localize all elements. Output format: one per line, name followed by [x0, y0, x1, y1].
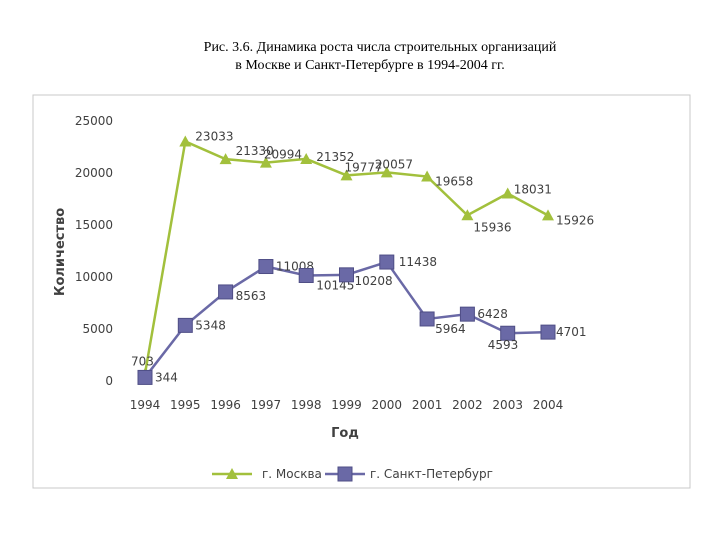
data-point [219, 153, 232, 165]
x-tick-label: 2001 [412, 398, 443, 412]
y-tick-label: 20000 [75, 166, 113, 180]
data-point [540, 324, 556, 340]
data-label: 18031 [514, 182, 552, 196]
data-point [501, 187, 514, 199]
legend-marker [337, 466, 353, 482]
data-label: 23033 [195, 129, 233, 143]
data-label: 4593 [488, 338, 519, 352]
legend-label: г. Санкт-Петербург [370, 467, 493, 481]
data-point [340, 169, 353, 181]
x-tick-label: 1997 [251, 398, 282, 412]
x-tick-label: 1995 [170, 398, 201, 412]
data-point [419, 311, 435, 327]
data-label: 703 [131, 355, 154, 369]
chart-title: в Москве и Санкт-Петербурге в 1994-2004 … [235, 58, 504, 73]
data-label: 20994 [264, 148, 302, 162]
y-tick-label: 10000 [75, 270, 113, 284]
data-label: 8563 [236, 289, 267, 303]
y-tick-label: 5000 [82, 322, 113, 336]
data-point [177, 317, 193, 333]
x-tick-label: 1998 [291, 398, 322, 412]
data-label: 11438 [399, 255, 437, 269]
data-label: 4701 [556, 325, 587, 339]
chart-frame [32, 94, 691, 489]
data-label: 344 [155, 370, 178, 384]
data-point [259, 156, 272, 168]
data-point [300, 152, 313, 164]
x-tick-label: 2003 [492, 398, 523, 412]
data-point [380, 166, 393, 178]
y-axis-label: Количество [53, 208, 68, 296]
data-point [421, 170, 434, 182]
x-tick-label: 1999 [331, 398, 362, 412]
y-tick-label: 0 [105, 374, 113, 388]
data-label: 15926 [556, 213, 594, 227]
y-tick-label: 15000 [75, 218, 113, 232]
data-point [459, 306, 475, 322]
data-point [542, 209, 554, 221]
data-label: 15936 [473, 220, 511, 234]
data-point [137, 369, 153, 385]
data-point [461, 209, 474, 221]
data-point [218, 284, 234, 300]
chart-title: Рис. 3.6. Динамика роста числа строитель… [204, 40, 557, 55]
legend-label: г. Москва [262, 467, 322, 481]
y-tick-label: 25000 [75, 114, 113, 128]
x-tick-label: 1996 [210, 398, 241, 412]
data-label: 10208 [355, 274, 393, 288]
data-point [258, 259, 274, 275]
x-tick-label: 2004 [533, 398, 564, 412]
x-axis-label: Год [331, 426, 359, 441]
data-point [298, 267, 314, 283]
data-point [379, 254, 395, 270]
data-point [339, 267, 354, 283]
data-label: 21330 [236, 144, 274, 158]
data-label: 20057 [375, 157, 413, 171]
data-label: 5348 [195, 318, 226, 332]
data-label: 19658 [435, 175, 473, 189]
data-label: 5964 [435, 322, 466, 336]
data-point [500, 325, 516, 341]
data-label: 6428 [477, 307, 508, 321]
data-label: 19777 [345, 160, 383, 174]
data-label: 21352 [316, 150, 354, 164]
x-tick-label: 2002 [452, 398, 483, 412]
x-tick-label: 1994 [130, 398, 161, 412]
x-tick-label: 2000 [372, 398, 403, 412]
data-point [179, 135, 192, 147]
legend-marker [226, 468, 238, 479]
